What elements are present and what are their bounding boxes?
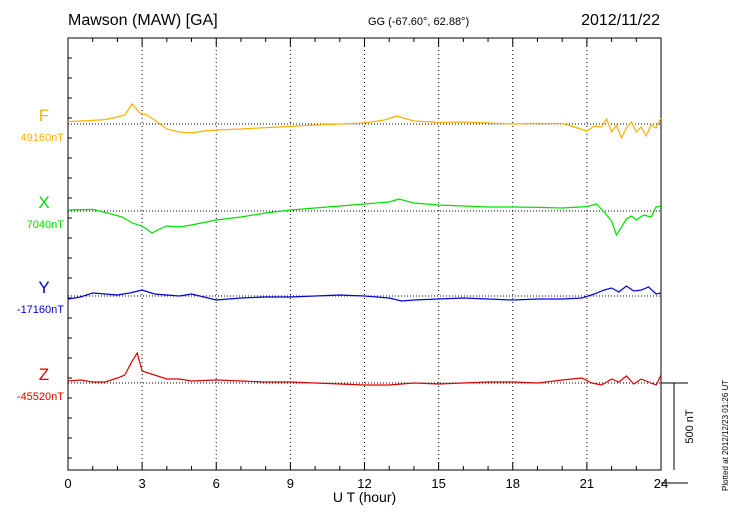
baseline-value-x: 7040nT — [27, 219, 65, 231]
baseline-value-f: 49160nT — [21, 132, 65, 144]
x-tick-label: 12 — [357, 476, 371, 491]
series-label-z: Z — [39, 365, 49, 384]
x-tick-label: 6 — [213, 476, 220, 491]
x-tick-label: 18 — [506, 476, 520, 491]
x-tick-label: 0 — [64, 476, 71, 491]
baseline-value-y: -17160nT — [17, 304, 64, 316]
series-line-x — [67, 198, 662, 237]
series-label-f: F — [39, 106, 49, 125]
x-tick-label: 15 — [431, 476, 445, 491]
station-title: Mawson (MAW) [GA] — [68, 12, 218, 29]
x-tick-label: 3 — [139, 476, 146, 491]
series-line-y — [67, 285, 662, 302]
geographic-coordinates: GG (-67.60°, 62.88°) — [368, 16, 470, 28]
scale-bar-label: 500 nT — [684, 409, 696, 444]
plotted-timestamp: Plotted at 2012/12/23 01:26 UT — [721, 379, 730, 491]
date-label: 2012/11/22 — [581, 12, 660, 29]
baseline-value-z: -45520nT — [17, 391, 64, 403]
x-axis-label: U T (hour) — [333, 489, 396, 505]
series-line-f — [67, 103, 662, 140]
series-line-z — [67, 351, 662, 386]
x-tick-label: 21 — [580, 476, 594, 491]
series-label-y: Y — [38, 278, 49, 297]
series-label-x: X — [38, 193, 49, 212]
x-tick-label: 9 — [287, 476, 294, 491]
